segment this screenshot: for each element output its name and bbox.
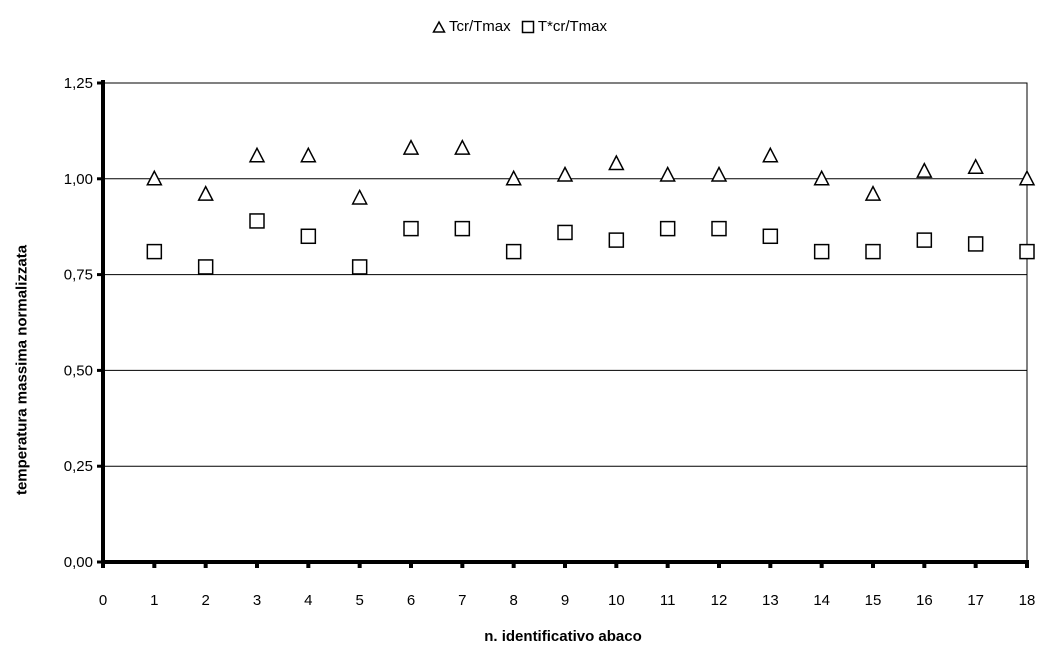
legend-item-triangle: Tcr/Tmax — [432, 18, 511, 35]
x-tick-label: 13 — [762, 592, 779, 609]
point-tcr-tmax — [967, 158, 984, 175]
x-tick-label: 17 — [967, 592, 984, 609]
y-axis-title: temperatura massima normalizzata — [13, 244, 31, 496]
point-tstar-cr-tmax — [454, 220, 471, 237]
point-tcr-tmax — [556, 165, 574, 182]
point-tstar-cr-tmax — [967, 236, 984, 252]
point-tstar-cr-tmax — [197, 259, 214, 275]
point-tstar-cr-tmax — [351, 259, 368, 275]
x-tick-label: 11 — [660, 592, 676, 609]
point-tstar-cr-tmax — [916, 232, 933, 248]
x-tick-label: 0 — [99, 592, 107, 609]
point-tcr-tmax — [248, 146, 266, 163]
point-tstar-cr-tmax — [659, 220, 676, 237]
y-tick-label: 1,00 — [64, 171, 93, 188]
x-tick-label: 14 — [813, 592, 830, 609]
point-tstar-cr-tmax — [505, 243, 522, 260]
point-tcr-tmax — [916, 162, 933, 178]
x-tick-label: 3 — [253, 592, 261, 609]
point-tcr-tmax — [864, 184, 882, 201]
point-tstar-cr-tmax — [557, 224, 573, 241]
point-tcr-tmax — [762, 146, 779, 163]
y-tick-label: 1,25 — [64, 75, 93, 92]
point-tcr-tmax — [608, 154, 625, 171]
x-tick-label: 12 — [711, 592, 728, 609]
x-tick-label: 18 — [1019, 592, 1036, 609]
point-tstar-cr-tmax — [711, 220, 727, 237]
point-tstar-cr-tmax — [813, 243, 830, 260]
x-tick-label: 6 — [407, 592, 415, 609]
x-tick-label: 8 — [509, 592, 517, 609]
legend-item-square: T*cr/Tmax — [521, 18, 607, 35]
point-tcr-tmax — [813, 169, 830, 186]
x-tick-label: 2 — [201, 592, 209, 609]
point-tstar-cr-tmax — [865, 243, 881, 260]
y-tick-label: 0,75 — [64, 267, 93, 284]
point-tcr-tmax — [454, 139, 471, 155]
legend: Tcr/Tmax T*cr/Tmax — [0, 18, 1039, 38]
x-tick-label: 15 — [865, 592, 882, 609]
point-tcr-tmax — [146, 169, 163, 186]
point-tstar-cr-tmax — [300, 228, 317, 245]
x-tick-label: 16 — [916, 592, 933, 609]
point-tcr-tmax — [659, 165, 676, 182]
point-tstar-cr-tmax — [146, 243, 163, 260]
triangle-marker-icon — [432, 19, 446, 33]
plot-area — [102, 82, 1028, 563]
point-tstar-cr-tmax — [608, 232, 625, 248]
point-tcr-tmax — [300, 146, 317, 163]
point-tstar-cr-tmax — [403, 220, 419, 237]
legend-label-series-1: Tcr/Tmax — [448, 18, 511, 35]
point-tstar-cr-tmax — [762, 228, 779, 245]
point-tcr-tmax — [402, 139, 420, 155]
point-tstar-cr-tmax — [1019, 243, 1035, 260]
y-tick-label: 0,50 — [64, 362, 93, 379]
point-tcr-tmax — [197, 184, 214, 201]
x-tick-label: 1 — [150, 592, 158, 609]
x-axis-title: n. identificativo abaco — [484, 628, 642, 645]
x-tick-label: 9 — [561, 592, 569, 609]
square-marker-icon — [521, 20, 535, 33]
x-tick-label: 7 — [458, 592, 466, 609]
y-tick-label: 0,25 — [64, 458, 93, 475]
point-tcr-tmax — [351, 188, 368, 205]
point-tcr-tmax — [1018, 169, 1036, 186]
point-tstar-cr-tmax — [249, 213, 265, 229]
y-tick-label: 0,00 — [64, 554, 93, 571]
x-tick-label: 4 — [304, 592, 312, 609]
x-tick-label: 5 — [355, 592, 363, 609]
legend-label-series-2: T*cr/Tmax — [537, 18, 607, 35]
x-tick-label: 10 — [608, 592, 625, 609]
point-tcr-tmax — [710, 165, 728, 182]
point-tcr-tmax — [505, 169, 522, 186]
